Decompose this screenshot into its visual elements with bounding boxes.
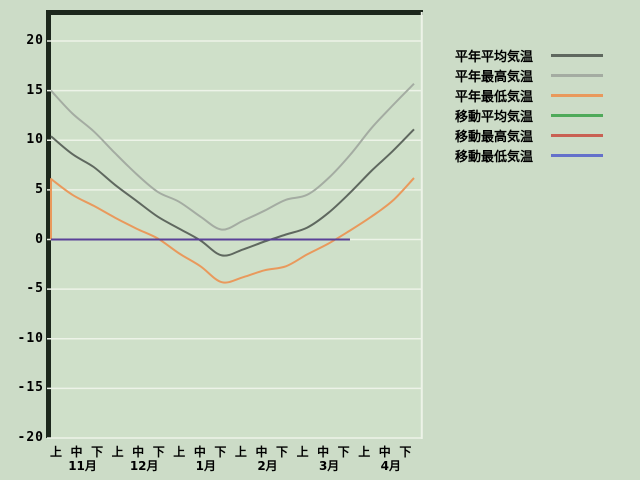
legend-entry-2: 平年最低気温 (455, 88, 603, 105)
y-axis-tick-label: 5 (35, 181, 44, 197)
x-axis-period-label: 下 (337, 445, 350, 459)
x-axis-period-label: 上 (358, 445, 371, 459)
legend-entry-5: 移動最低気温 (455, 148, 603, 165)
legend-label: 移動平均気温 (455, 110, 534, 125)
x-axis-period-label: 下 (152, 445, 165, 459)
y-axis-tick-label: 0 (35, 231, 44, 247)
x-axis-period-label: 上 (49, 445, 62, 459)
legend-label: 移動最高気温 (455, 130, 534, 145)
legend-line-swatch (551, 134, 603, 137)
y-axis-tick-label: 15 (26, 82, 44, 98)
legend-label: 平年最高気温 (455, 70, 534, 85)
legend-label: 平年最低気温 (455, 90, 534, 105)
x-axis-period-label: 上 (111, 445, 124, 459)
x-axis-period-label: 中 (317, 445, 330, 459)
x-axis-month-label: 2月 (257, 459, 278, 473)
x-axis-month-label: 12月 (129, 459, 159, 473)
x-axis-period-label: 上 (234, 445, 247, 459)
legend-label: 移動最低気温 (455, 150, 534, 165)
legend-line-swatch (551, 74, 603, 77)
x-axis-period-label: 上 (296, 445, 309, 459)
x-axis-period-label: 中 (70, 445, 83, 459)
x-axis-period-label: 中 (255, 445, 268, 459)
x-axis-period-label: 中 (132, 445, 145, 459)
legend-entry-1: 平年最高気温 (455, 68, 603, 85)
legend-line-swatch (551, 94, 603, 97)
x-axis-period-label: 下 (276, 445, 289, 459)
x-axis-period-label: 下 (214, 445, 227, 459)
y-axis-tick-label: 20 (26, 33, 44, 48)
legend-entry-0: 平年平均気温 (455, 48, 603, 65)
x-axis-period-label: 中 (378, 445, 391, 459)
x-axis-month-label: 3月 (318, 459, 340, 473)
series-line-1 (50, 82, 415, 231)
frame-left (46, 10, 51, 438)
x-axis-period-label: 下 (399, 445, 412, 459)
y-axis-tick-label: 10 (26, 132, 44, 148)
y-axis-tick-label: -10 (17, 330, 44, 346)
legend-label: 平年平均気温 (455, 50, 534, 65)
legend-line-swatch (551, 54, 603, 57)
x-axis-month-label: 11月 (68, 459, 97, 473)
y-axis-tick-label: -15 (17, 380, 44, 396)
frame-top (46, 10, 423, 15)
legend-entry-4: 移動最高気温 (455, 128, 603, 145)
legend-entry-3: 移動平均気温 (455, 108, 603, 125)
y-axis-tick-label: -20 (17, 430, 44, 445)
x-axis-month-label: 4月 (380, 459, 401, 473)
legend-line-swatch (551, 114, 603, 117)
series-line-0 (50, 128, 415, 257)
x-axis-period-label: 中 (193, 445, 206, 459)
legend-line-swatch (551, 154, 603, 157)
x-axis-period-label: 下 (91, 445, 104, 459)
series-line-2 (50, 177, 415, 284)
x-axis-month-label: 1月 (195, 459, 217, 473)
x-axis-period-label: 上 (173, 445, 186, 459)
y-axis-tick-label: -5 (26, 281, 44, 297)
